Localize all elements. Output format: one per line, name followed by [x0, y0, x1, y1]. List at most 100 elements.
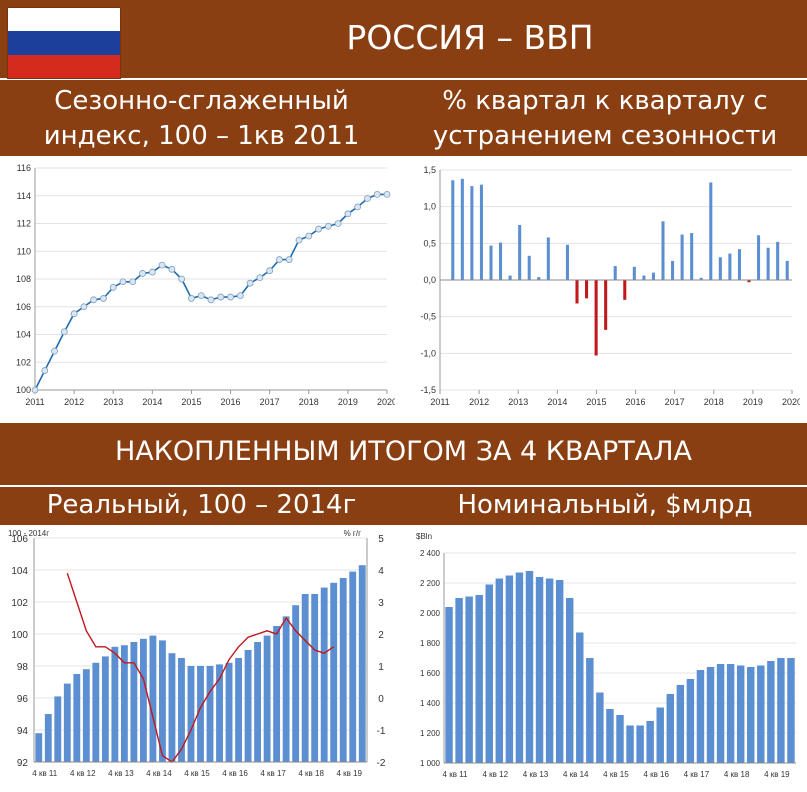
data-point: [256, 274, 264, 282]
x-tick-label: 4 кв 18: [298, 769, 324, 778]
y-tick-label: 104: [11, 566, 28, 577]
data-point: [285, 256, 293, 263]
flag-stripe-white: [8, 8, 120, 32]
bar: [757, 235, 761, 280]
bar: [656, 707, 664, 763]
section-title: НАКОПЛЕННЫМ ИТОГОМ ЗА 4 КВАРТАЛА: [114, 436, 692, 467]
data-point: [227, 293, 234, 301]
x-tick-label: 4 кв 16: [643, 770, 669, 779]
bar: [666, 694, 675, 763]
x-tick-label: 4 кв 11: [32, 769, 58, 778]
bar: [594, 280, 598, 356]
bar: [445, 607, 453, 763]
x-tick-label: 2018: [704, 397, 724, 407]
x-tick-label: 2019: [743, 397, 763, 407]
x-tick-label: 2013: [103, 397, 123, 407]
y-tick-label: 114: [17, 191, 31, 201]
left-axis-label: 100 - 2014г: [8, 529, 49, 538]
y-tick-label: 1 600: [420, 669, 441, 678]
data-point: [119, 278, 127, 286]
bar: [565, 598, 574, 763]
bar: [696, 670, 705, 763]
x-tick-label: 2020: [377, 397, 395, 407]
y2-tick-label: -2: [377, 758, 386, 769]
data-point: [217, 293, 225, 301]
y-tick-label: 112: [17, 219, 31, 229]
data-point: [373, 190, 381, 198]
y-tick-label: -1,0: [420, 348, 436, 358]
bar: [120, 645, 128, 762]
bar: [613, 266, 617, 280]
x-tick-label: 2012: [469, 397, 489, 407]
bar: [320, 587, 328, 762]
bar: [576, 632, 584, 763]
data-point: [246, 279, 254, 287]
bar: [460, 178, 464, 280]
bar: [35, 733, 43, 762]
bar: [646, 721, 654, 763]
x-tick-label: 2014: [142, 397, 162, 407]
bar: [596, 692, 604, 763]
y-tick-label: 100: [16, 385, 31, 395]
y2-tick-label: 3: [378, 598, 384, 609]
y-tick-label: 106: [11, 534, 28, 545]
x-tick-label: 4 кв 15: [603, 770, 629, 779]
data-point: [139, 270, 146, 277]
bar: [747, 667, 755, 763]
y-tick-label: 100: [11, 630, 28, 641]
y-tick-label: 1 400: [420, 699, 441, 708]
bar: [168, 653, 176, 762]
index-line-chart: 100 102 104 106 108 110 112 114 116 2011 2012 2013 2…: [16, 163, 397, 407]
data-point: [334, 220, 342, 227]
x-tick-label: 2012: [64, 397, 84, 407]
y-tick-label: 2 000: [420, 609, 441, 618]
bar: [661, 221, 665, 280]
data-point: [354, 203, 362, 211]
data-point: [324, 222, 332, 230]
x-tick-label: 2020: [782, 397, 800, 407]
data-point: [188, 295, 195, 302]
bar: [545, 578, 554, 763]
bar: [54, 696, 62, 762]
data-point: [51, 347, 58, 355]
bar: [92, 662, 100, 762]
x-tick-label: 4 кв 17: [684, 770, 710, 779]
y-tick-label: 110: [17, 246, 31, 256]
data-point: [70, 310, 78, 318]
data-point: [178, 275, 186, 283]
bar: [606, 709, 614, 763]
bar: [470, 186, 474, 280]
y-tick-label: 96: [17, 694, 29, 705]
x-tick-label: 2015: [586, 397, 606, 407]
subtitle-top-right-line2: устранением сезонности: [432, 121, 778, 151]
x-tick-label: 4 кв 12: [482, 770, 508, 779]
bar: [527, 255, 531, 280]
subtitle-top-left: Сезонно-сглаженный индекс, 100 – 1кв 201…: [0, 84, 403, 154]
bar: [737, 249, 741, 280]
bar: [709, 182, 713, 280]
bar: [339, 578, 347, 762]
x-tick-label: 4 кв 15: [184, 769, 210, 778]
bar: [235, 658, 242, 762]
bar: [757, 665, 765, 763]
x-tick-label: 2015: [181, 397, 201, 407]
y-tick-label: 104: [16, 330, 31, 340]
bar: [718, 257, 722, 280]
bar: [349, 571, 357, 762]
y2-tick-label: 2: [378, 630, 384, 641]
bar: [111, 646, 119, 762]
y-tick-label: -0,5: [420, 312, 436, 322]
bar: [706, 667, 715, 763]
subtitle-bottom-left: Реальный, 100 – 2014г: [46, 490, 357, 520]
y-tick-label: 1 800: [420, 639, 441, 648]
x-tick-label: 4 кв 11: [443, 770, 469, 779]
data-point: [197, 292, 205, 300]
bar: [626, 725, 634, 763]
section-band: [0, 423, 807, 485]
x-tick-label: 2017: [665, 397, 685, 407]
x-tick-label: 4 кв 17: [260, 769, 286, 778]
x-tick-label: 2016: [626, 397, 646, 407]
x-tick-label: 2016: [221, 397, 241, 407]
y2-tick-label: -1: [377, 726, 386, 737]
bar: [726, 664, 735, 763]
